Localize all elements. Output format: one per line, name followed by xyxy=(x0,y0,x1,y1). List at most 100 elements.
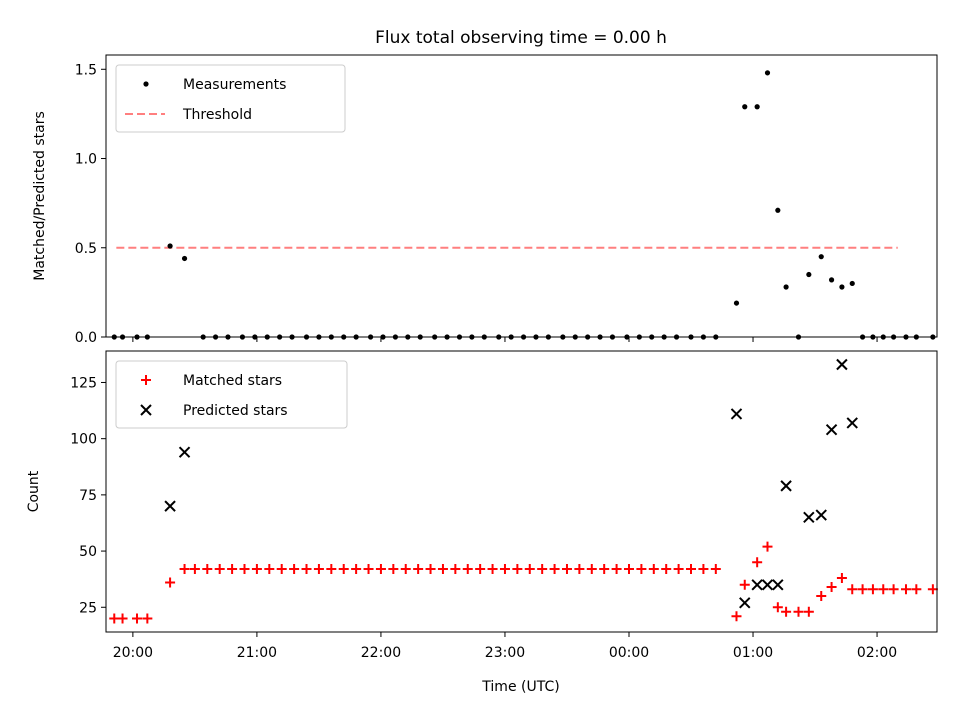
matched-stars-point xyxy=(512,564,523,575)
matched-stars-point xyxy=(586,564,597,575)
matched-stars-point xyxy=(911,584,922,595)
matched-stars-point xyxy=(781,606,792,617)
matched-stars-point xyxy=(132,613,143,624)
matched-stars-point xyxy=(413,564,424,575)
x-tick-label: 23:00 xyxy=(485,645,525,661)
measurement-point xyxy=(733,300,740,306)
matched-stars-point xyxy=(549,564,560,575)
legend-label: Matched stars xyxy=(183,373,282,389)
matched-stars-point xyxy=(710,564,721,575)
matched-stars-point xyxy=(301,564,312,575)
matched-stars-point xyxy=(826,582,837,593)
matched-stars-point xyxy=(537,564,548,575)
matched-stars-point xyxy=(487,564,498,575)
predicted-stars-point xyxy=(761,579,774,591)
predicted-stars-point xyxy=(772,579,784,591)
y-axis-label: Matched/Predicted stars xyxy=(32,111,48,281)
matched-stars-point xyxy=(867,584,878,595)
matched-stars-point xyxy=(142,613,153,624)
matched-stars-point xyxy=(698,564,709,575)
matched-stars-point xyxy=(499,564,510,575)
y-tick-label: 0.5 xyxy=(75,241,97,257)
matched-stars-point xyxy=(888,584,899,595)
predicted-stars-point xyxy=(780,480,792,492)
predicted-stars-point xyxy=(730,408,743,420)
y-tick-label: 1.5 xyxy=(75,62,97,78)
matched-stars-point xyxy=(189,564,200,575)
predicted-stars-point xyxy=(846,417,858,429)
matched-stars-point xyxy=(326,564,337,575)
matched-stars-point xyxy=(847,584,858,595)
matched-stars-point xyxy=(816,591,827,602)
top-panel: 0.0 0.5 1.0 1.5 Matched/Predicted stars Measu… xyxy=(32,54,938,346)
y-tick-label: 50 xyxy=(79,544,97,560)
predicted-stars-point xyxy=(803,511,815,524)
matched-stars-point xyxy=(623,564,634,575)
matched-stars-point xyxy=(400,564,411,575)
measurement-point xyxy=(828,277,835,283)
matched-stars-point xyxy=(673,564,684,575)
measurement-point xyxy=(818,254,824,260)
matched-stars-point xyxy=(363,564,374,575)
matched-stars-point xyxy=(276,564,287,575)
legend-box xyxy=(115,64,346,133)
matched-stars-point xyxy=(793,606,804,617)
axes-frame xyxy=(105,54,938,338)
matched-stars-point xyxy=(561,564,572,575)
legend-label: Measurements xyxy=(183,77,286,93)
matched-stars-point xyxy=(772,602,783,613)
x-axis-label: Time (UTC) xyxy=(481,679,559,695)
matched-stars-point xyxy=(686,564,697,575)
measurement-point xyxy=(806,271,812,278)
figure-title: Flux total observing time = 0.00 h xyxy=(375,28,667,48)
matched-stars-point xyxy=(117,613,128,624)
matched-stars-point xyxy=(836,573,847,584)
bottom-panel: 25 50 75 100 125 20:00 21:00 22:00 23:00 00:00 01:… xyxy=(26,350,938,661)
matched-stars-point xyxy=(450,564,461,575)
matched-stars-point xyxy=(636,564,647,575)
matched-stars-point xyxy=(462,564,473,575)
matched-stars-point xyxy=(239,564,250,575)
measurement-point xyxy=(167,243,173,249)
matched-stars-point xyxy=(731,611,742,622)
predicted-stars-point xyxy=(825,423,838,436)
matched-stars-point xyxy=(214,564,225,575)
matched-stars-point xyxy=(927,584,938,595)
legend-label: Threshold xyxy=(182,107,252,123)
predicted-stars-point xyxy=(751,579,763,591)
y-tick-label: 100 xyxy=(70,432,97,448)
matched-stars-point xyxy=(599,564,610,575)
matched-stars-point xyxy=(289,564,300,575)
matched-stars-point xyxy=(388,564,399,575)
matched-stars-point xyxy=(375,564,386,575)
y-tick-label: 0.0 xyxy=(75,330,97,346)
x-tick-label: 22:00 xyxy=(361,645,401,661)
x-tick-label: 21:00 xyxy=(237,645,277,661)
matched-stars-point xyxy=(524,564,535,575)
measurement-point xyxy=(849,280,855,287)
x-tick-label: 20:00 xyxy=(113,645,153,661)
matched-stars-point xyxy=(739,579,750,590)
measurement-point xyxy=(754,104,760,110)
matched-stars-point xyxy=(251,564,262,575)
matched-stars-point xyxy=(437,564,448,575)
matched-stars-point xyxy=(475,564,486,575)
measurement-point xyxy=(775,207,781,213)
matched-stars-point xyxy=(165,577,176,588)
measurement-point xyxy=(742,104,748,110)
predicted-stars-point xyxy=(836,358,848,371)
matched-stars-point xyxy=(425,564,436,575)
legend-label: Predicted stars xyxy=(183,403,288,419)
matched-stars-point xyxy=(878,584,889,595)
measurement-point xyxy=(783,284,789,290)
matched-stars-point xyxy=(574,564,585,575)
predicted-stars-point xyxy=(739,597,751,609)
matched-stars-point xyxy=(803,606,814,617)
legend-measurements-swatch xyxy=(143,81,149,87)
y-tick-label: 25 xyxy=(79,600,97,616)
matched-stars-point xyxy=(857,584,868,595)
predicted-stars-point xyxy=(815,509,827,521)
matched-stars-point xyxy=(351,564,362,575)
matched-stars-point xyxy=(752,557,763,568)
